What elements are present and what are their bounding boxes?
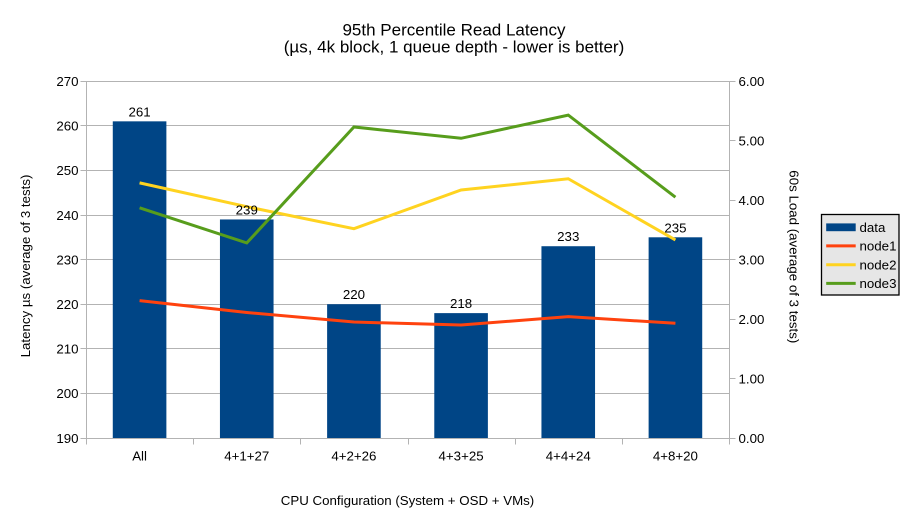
svg-text:239: 239: [236, 202, 258, 217]
svg-text:260: 260: [56, 119, 78, 134]
svg-text:4+8+20: 4+8+20: [653, 449, 698, 464]
svg-text:4+2+26: 4+2+26: [331, 449, 376, 464]
svg-text:233: 233: [557, 229, 579, 244]
svg-text:3.00: 3.00: [739, 252, 765, 267]
svg-text:250: 250: [56, 163, 78, 178]
svg-text:218: 218: [450, 296, 472, 311]
svg-text:200: 200: [56, 386, 78, 401]
svg-text:190: 190: [56, 431, 78, 446]
svg-text:270: 270: [56, 74, 78, 89]
svg-text:220: 220: [343, 287, 365, 302]
svg-text:235: 235: [664, 220, 686, 235]
svg-text:220: 220: [56, 297, 78, 312]
svg-text:230: 230: [56, 252, 78, 267]
svg-text:60s Load (average of 3 tests): 60s Load (average of 3 tests): [787, 170, 802, 343]
svg-text:(µs, 4k block, 1 queue depth -: (µs, 4k block, 1 queue depth - lower is …: [284, 38, 625, 57]
svg-text:240: 240: [56, 208, 78, 223]
svg-text:5.00: 5.00: [739, 133, 765, 148]
svg-text:0.00: 0.00: [739, 431, 765, 446]
svg-text:95th Percentile Read Latency: 95th Percentile Read Latency: [342, 20, 566, 39]
svg-text:All: All: [132, 449, 147, 464]
svg-text:data: data: [860, 220, 886, 235]
svg-text:CPU Configuration (System + OS: CPU Configuration (System + OSD + VMs): [281, 493, 534, 508]
svg-text:Latency µs (average of 3 tests: Latency µs (average of 3 tests): [18, 175, 33, 358]
svg-text:261: 261: [128, 104, 150, 119]
svg-text:210: 210: [56, 342, 78, 357]
svg-text:4+4+24: 4+4+24: [546, 449, 591, 464]
svg-text:2.00: 2.00: [739, 312, 765, 327]
svg-text:node2: node2: [860, 258, 897, 273]
svg-text:1.00: 1.00: [739, 371, 765, 386]
svg-text:4.00: 4.00: [739, 193, 765, 208]
svg-text:node3: node3: [860, 276, 897, 291]
svg-text:node1: node1: [860, 239, 897, 254]
svg-text:4+1+27: 4+1+27: [224, 449, 269, 464]
svg-text:6.00: 6.00: [739, 74, 765, 89]
svg-text:4+3+25: 4+3+25: [439, 449, 484, 464]
